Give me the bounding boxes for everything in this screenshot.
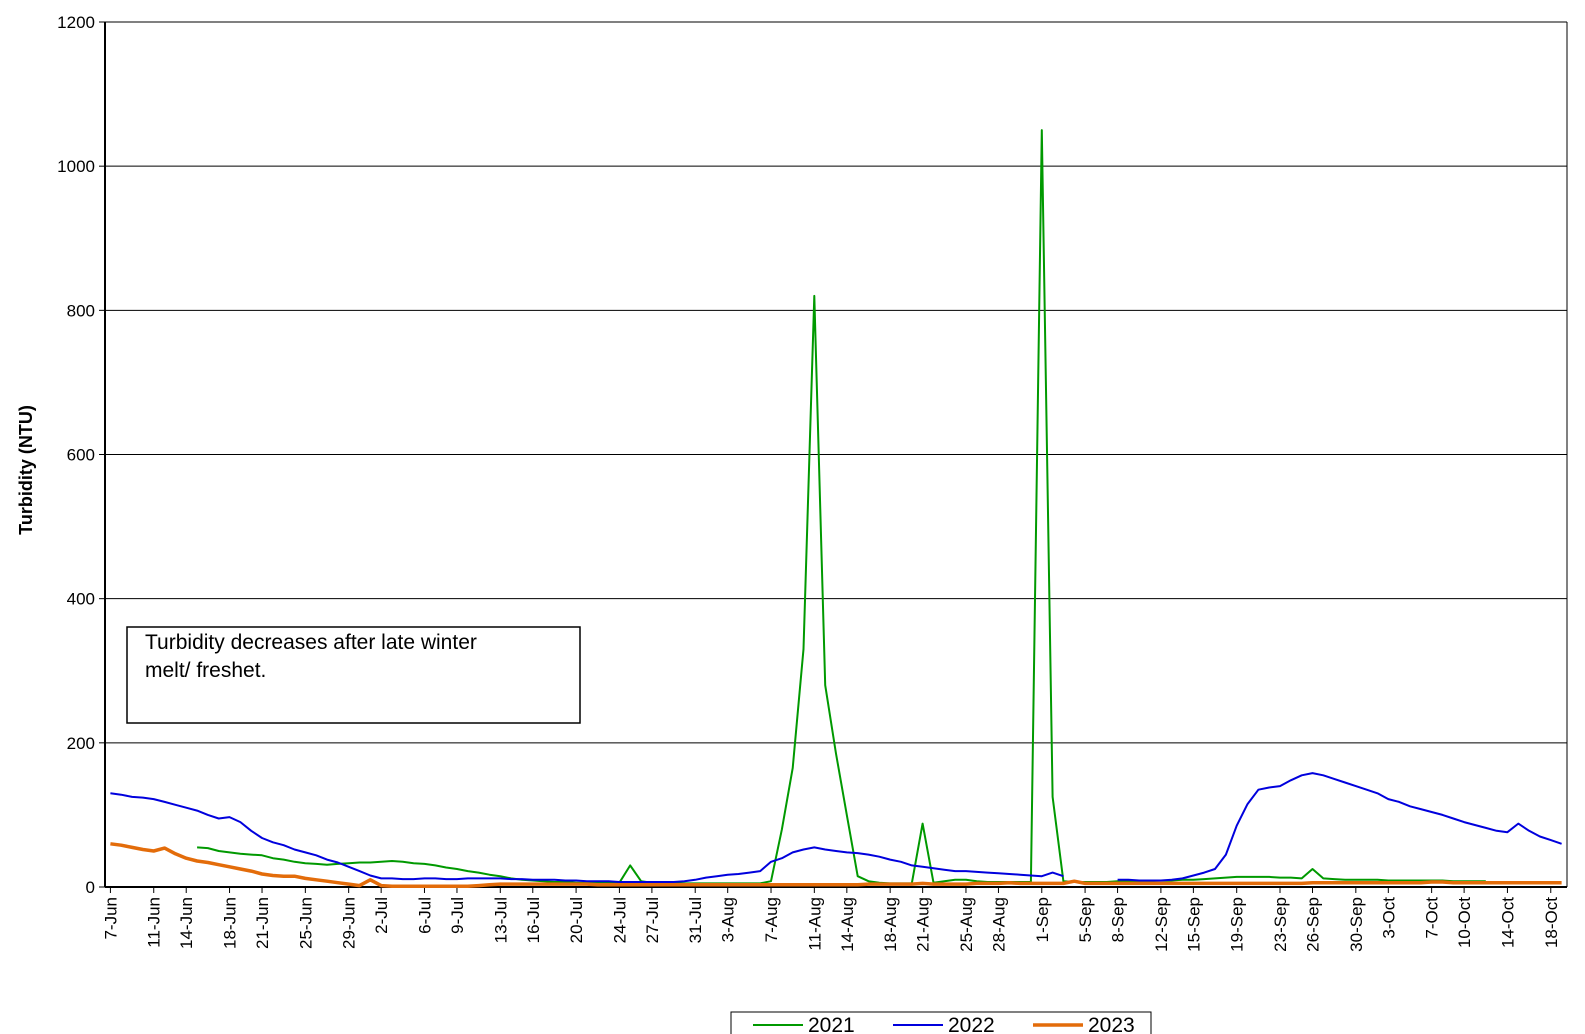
y-tick-label: 800 (67, 301, 95, 320)
x-tick-label: 21-Jun (253, 897, 272, 949)
x-tick-label: 1-Sep (1033, 897, 1052, 942)
annotation-line: melt/ freshet. (145, 659, 266, 682)
x-tick-label: 28-Aug (989, 897, 1008, 952)
x-tick-label: 9-Jul (448, 897, 467, 934)
x-tick-label: 8-Sep (1109, 897, 1128, 942)
x-tick-label: 16-Jul (524, 897, 543, 943)
legend-label: 2023 (1088, 1014, 1135, 1034)
y-tick-label: 600 (67, 446, 95, 465)
x-tick-label: 25-Jun (296, 897, 315, 949)
y-tick-label: 1000 (57, 157, 95, 176)
y-tick-label: 400 (67, 590, 95, 609)
x-tick-label: 14-Jun (177, 897, 196, 949)
y-tick-label: 1200 (57, 13, 95, 32)
annotation-box (126, 626, 581, 724)
x-tick-label: 19-Sep (1228, 897, 1247, 952)
x-tick-label: 10-Oct (1455, 897, 1474, 948)
x-tick-label: 15-Sep (1184, 897, 1203, 952)
y-tick-label: 0 (86, 878, 95, 897)
x-tick-label: 7-Aug (762, 897, 781, 942)
x-tick-label: 14-Oct (1498, 897, 1517, 948)
x-tick-label: 27-Jul (643, 897, 662, 943)
x-tick-label: 5-Sep (1076, 897, 1095, 942)
x-tick-label: 25-Aug (957, 897, 976, 952)
x-tick-label: 6-Jul (415, 897, 434, 934)
series-line (197, 129, 1486, 885)
series-line (110, 842, 1562, 889)
x-tick-label: 24-Jul (610, 897, 629, 943)
x-tick-label: 20-Jul (567, 897, 586, 943)
series-line (110, 772, 1562, 883)
legend-label: 2021 (808, 1014, 855, 1034)
x-tick-label: 7-Oct (1423, 897, 1442, 939)
x-tick-label: 12-Sep (1152, 897, 1171, 952)
x-tick-label: 29-Jun (340, 897, 359, 949)
legend-label: 2022 (948, 1014, 995, 1034)
x-tick-label: 30-Sep (1347, 897, 1366, 952)
x-tick-label: 18-Aug (881, 897, 900, 952)
x-tick-label: 3-Aug (719, 897, 738, 942)
annotation-line: Turbidity decreases after late winter (145, 631, 477, 654)
x-tick-label: 14-Aug (838, 897, 857, 952)
x-tick-label: 31-Jul (686, 897, 705, 943)
x-tick-label: 13-Jul (491, 897, 510, 943)
x-tick-label: 3-Oct (1379, 897, 1398, 939)
y-tick-label: 200 (67, 734, 95, 753)
x-tick-label: 18-Jun (221, 897, 240, 949)
x-tick-label: 23-Sep (1271, 897, 1290, 952)
y-axis-label: Turbidity (NTU) (16, 405, 36, 535)
x-tick-label: 11-Jun (145, 897, 164, 948)
legend-box (730, 1011, 1152, 1034)
x-tick-label: 2-Jul (372, 897, 391, 934)
x-tick-label: 11-Aug (805, 897, 824, 951)
x-tick-label: 21-Aug (914, 897, 933, 952)
x-tick-label: 7-Jun (101, 897, 120, 940)
x-tick-label: 26-Sep (1304, 897, 1323, 952)
x-tick-label: 18-Oct (1542, 897, 1561, 948)
